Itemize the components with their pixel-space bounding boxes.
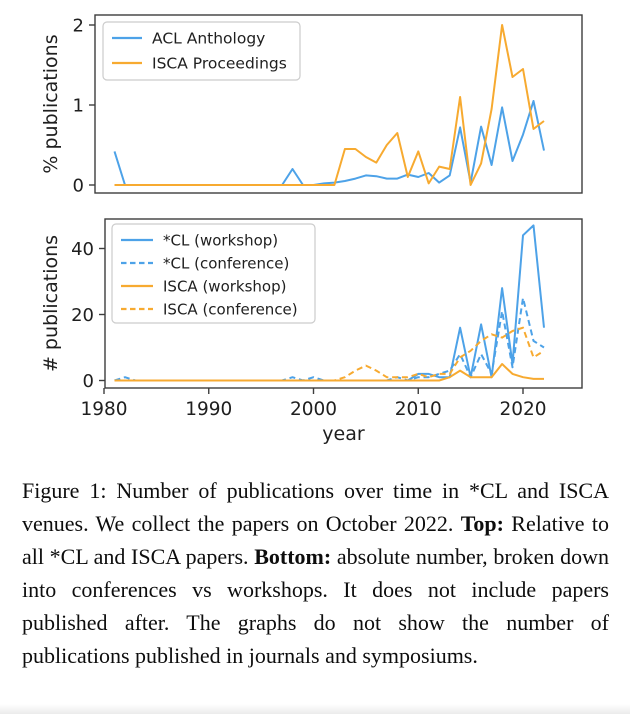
y-axis-label: % publications [40,34,62,173]
publications-line-charts: 0 1 2 % publications ACL Anthology ISCA Proce… [40,14,583,445]
x-tick-label: 2000 [290,399,337,420]
series-line-isca-workshop [114,363,544,382]
legend-entry-label: *CL (conference) [163,255,289,273]
series-line-isca-conference [114,326,545,382]
figure-1-charts: 0 1 2 % publications ACL Anthology ISCA Proce… [40,14,583,445]
caption-text: Figure 1: Number of publications over ti… [22,478,609,536]
series-line-isca-proceedings [114,24,545,186]
legend-entry-label: ACL Anthology [152,30,265,48]
x-axis-label: year [322,423,365,445]
plot-frame [94,14,583,194]
caption-bold-text: Top: [460,511,504,536]
legend-entry-label: ISCA (workshop) [163,278,286,296]
x-tick-label: 1990 [185,399,232,420]
top-subplot: 0 1 2 % publications ACL Anthology ISCA Proce… [40,14,583,197]
legend-entry-label: ISCA (conference) [163,301,298,319]
caption-text: Relative to all *CL and ISCA papers. [22,511,609,569]
x-tick-label: 2010 [395,399,442,420]
series-line-acl-anthology [113,100,545,186]
legend-box [111,223,316,324]
plot-frame [104,218,583,389]
legend-entry-label: ISCA Proceedings [152,55,287,73]
legend-box [102,21,301,81]
y-tick-label: 0 [83,371,94,392]
y-tick-label: 1 [73,96,84,117]
bottom-subplot: 0 20 40 1980 1990 2000 2010 2020 year # publicati… [40,218,583,445]
figure-1-caption: Figure 1: Number of publications over ti… [0,462,630,672]
y-tick-label: 2 [73,16,84,37]
y-tick-label: 40 [71,239,94,260]
x-tick-label: 2020 [499,399,546,420]
y-tick-label: 0 [73,176,84,197]
y-axis-label: # publications [40,235,62,372]
page-bottom-edge [0,704,630,714]
legend-entry-label: *CL (workshop) [163,232,278,250]
caption-bold-text: Bottom: [254,544,332,569]
y-tick-label: 20 [71,305,94,326]
x-tick-label: 1980 [80,399,127,420]
caption-text: absolute number, broken down into confer… [22,544,609,668]
